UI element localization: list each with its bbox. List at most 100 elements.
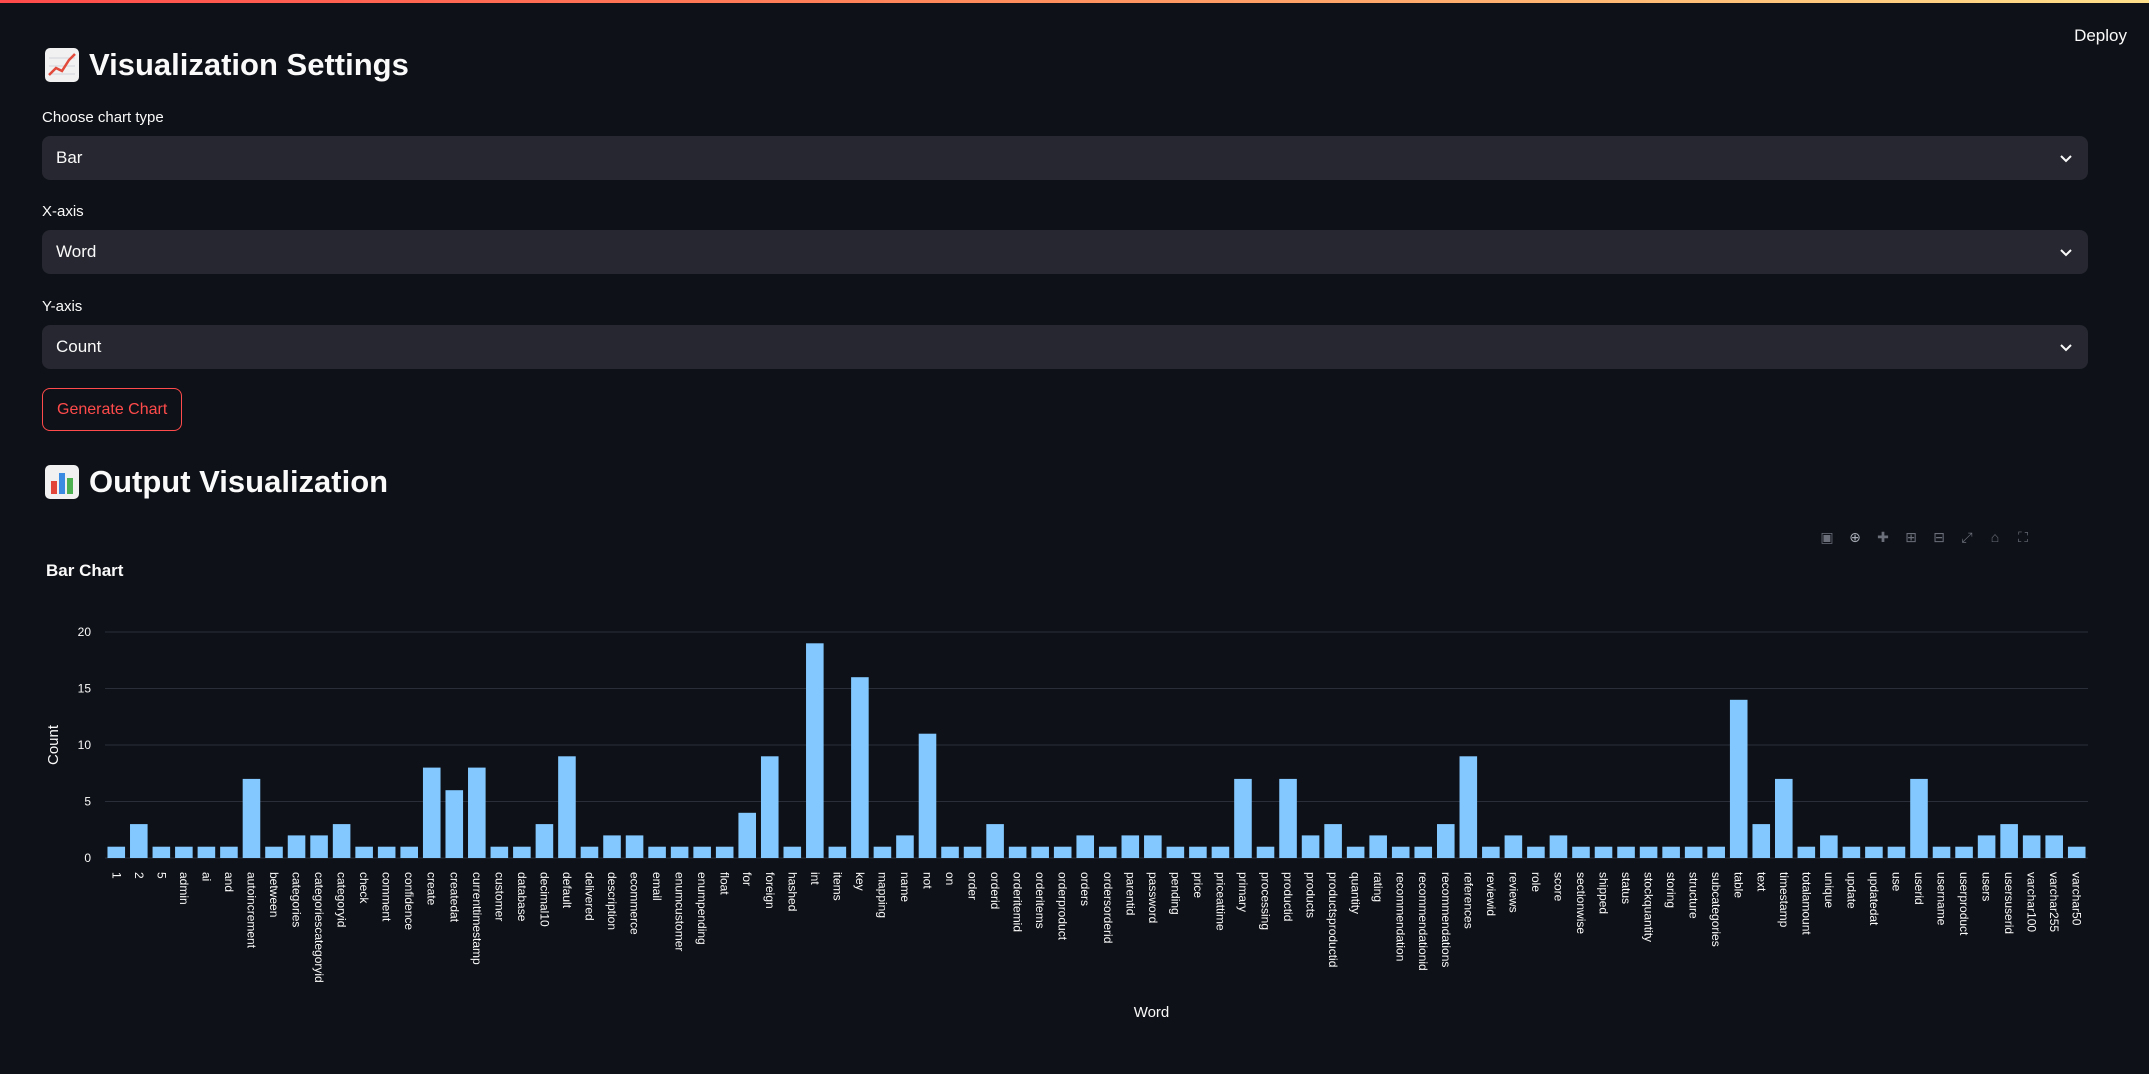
bar-5[interactable]	[152, 846, 171, 858]
pan-icon[interactable]: ✚	[1877, 529, 1889, 545]
bar-users[interactable]	[1977, 835, 1996, 858]
bar-currenttimestamp[interactable]	[468, 767, 486, 858]
home-icon[interactable]: ⌂	[1990, 529, 2000, 545]
zoom-icon[interactable]: ⊕	[1849, 529, 1861, 545]
zoom-out-icon[interactable]: ⊟	[1933, 529, 1945, 545]
bar-order[interactable]	[963, 846, 982, 858]
bar-recommendationid[interactable]	[1414, 846, 1433, 858]
bar-orderid[interactable]	[986, 824, 1004, 858]
bar-products[interactable]	[1301, 835, 1320, 858]
bar-updatedat[interactable]	[1865, 846, 1883, 858]
bar-hashed[interactable]	[783, 846, 802, 858]
bar-foreign[interactable]	[760, 756, 779, 858]
bar-varchar50[interactable]	[2067, 846, 2086, 858]
bar-password[interactable]	[1144, 835, 1162, 858]
bar-text[interactable]	[1752, 824, 1771, 858]
bar-productsproductid[interactable]	[1324, 824, 1342, 858]
bar-admin[interactable]	[175, 846, 193, 858]
bar-sectionwise[interactable]	[1572, 846, 1590, 858]
bar-productid[interactable]	[1279, 778, 1297, 858]
bar-processing[interactable]	[1256, 846, 1275, 858]
bar-primary[interactable]	[1234, 778, 1252, 858]
bar-reviewid[interactable]	[1482, 846, 1500, 858]
bar-references[interactable]	[1459, 756, 1478, 858]
camera-icon[interactable]: ▣	[1820, 529, 1834, 545]
bar-role[interactable]	[1527, 846, 1545, 858]
bar-1[interactable]	[107, 846, 126, 858]
bar-rating[interactable]	[1369, 835, 1387, 858]
bar-mapping[interactable]	[873, 846, 892, 858]
bar-ecommerce[interactable]	[625, 835, 644, 858]
bar-update[interactable]	[1842, 846, 1861, 858]
bar-create[interactable]	[422, 767, 441, 858]
bar-decimal10[interactable]	[535, 824, 554, 858]
bar-check[interactable]	[355, 846, 373, 858]
bar-parentid[interactable]	[1121, 835, 1140, 858]
bar-key[interactable]	[851, 677, 869, 858]
bar-storing[interactable]	[1662, 846, 1680, 858]
y-axis-select[interactable]: Count	[42, 325, 2088, 369]
bar-not[interactable]	[918, 733, 937, 858]
chart-type-select[interactable]: Bar	[42, 136, 2088, 180]
bar-items[interactable]	[828, 846, 847, 858]
bar-pending[interactable]	[1166, 846, 1185, 858]
bar-float[interactable]	[715, 846, 734, 858]
bar-orderitemid[interactable]	[1008, 846, 1027, 858]
bar-comment[interactable]	[377, 846, 396, 858]
bar-structure[interactable]	[1684, 846, 1703, 858]
bar-use[interactable]	[1887, 846, 1906, 858]
bar-stockquantity[interactable]	[1639, 846, 1658, 858]
bar-priceattime[interactable]	[1211, 846, 1230, 858]
bar-userproduct[interactable]	[1955, 846, 1973, 858]
bar-score[interactable]	[1549, 835, 1568, 858]
autoscale-icon[interactable]: ⤢	[1961, 529, 1973, 545]
bar-description[interactable]	[603, 835, 621, 858]
bar-email[interactable]	[648, 846, 666, 858]
bar-on[interactable]	[941, 846, 959, 858]
generate-chart-button[interactable]: Generate Chart	[42, 388, 183, 431]
bar-unique[interactable]	[1820, 835, 1838, 858]
bar-ai[interactable]	[197, 846, 216, 858]
bar-orderitems[interactable]	[1031, 846, 1049, 858]
bar-shipped[interactable]	[1594, 846, 1613, 858]
deploy-button[interactable]: Deploy	[2074, 26, 2127, 45]
bar-varchar100[interactable]	[2022, 835, 2041, 858]
bar-categories[interactable]	[287, 835, 306, 858]
zoom-in-icon[interactable]: ⊞	[1905, 529, 1917, 545]
bar-username[interactable]	[1932, 846, 1951, 858]
bar-int[interactable]	[806, 643, 824, 858]
bar-reviews[interactable]	[1504, 835, 1523, 858]
bar-customer[interactable]	[490, 846, 509, 858]
bar-userid[interactable]	[1910, 778, 1928, 858]
bar-categoryid[interactable]	[332, 824, 351, 858]
bar-orders[interactable]	[1076, 835, 1095, 858]
bar-subcategories[interactable]	[1707, 846, 1725, 858]
bar-2[interactable]	[130, 824, 148, 858]
bar-enumpending[interactable]	[693, 846, 711, 858]
bar-between[interactable]	[265, 846, 283, 858]
bar-delivered[interactable]	[580, 846, 599, 858]
bar-autoincrement[interactable]	[242, 778, 261, 858]
bar-recommendations[interactable]	[1436, 824, 1455, 858]
bar-status[interactable]	[1617, 846, 1635, 858]
x-axis-select[interactable]: Word	[42, 230, 2088, 274]
bar-default[interactable]	[558, 756, 576, 858]
bar-and[interactable]	[220, 846, 238, 858]
bar-orderproduct[interactable]	[1053, 846, 1072, 858]
bar-database[interactable]	[513, 846, 531, 858]
bar-name[interactable]	[896, 835, 914, 858]
bar-quantity[interactable]	[1346, 846, 1365, 858]
bar-for[interactable]	[738, 812, 757, 858]
bar-recommendation[interactable]	[1391, 846, 1410, 858]
bar-confidence[interactable]	[400, 846, 418, 858]
bar-table[interactable]	[1729, 699, 1748, 858]
bar-totalamount[interactable]	[1797, 846, 1816, 858]
bar-usersuserid[interactable]	[2000, 824, 2018, 858]
fullscreen-icon[interactable]: ⛶	[2018, 529, 2028, 545]
bar-price[interactable]	[1189, 846, 1207, 858]
bar-categoriescategoryid[interactable]	[310, 835, 328, 858]
bar-timestamp[interactable]	[1775, 778, 1793, 858]
bar-ordersorderid[interactable]	[1098, 846, 1117, 858]
bar-enumcustomer[interactable]	[670, 846, 689, 858]
bar-createdat[interactable]	[445, 790, 464, 858]
